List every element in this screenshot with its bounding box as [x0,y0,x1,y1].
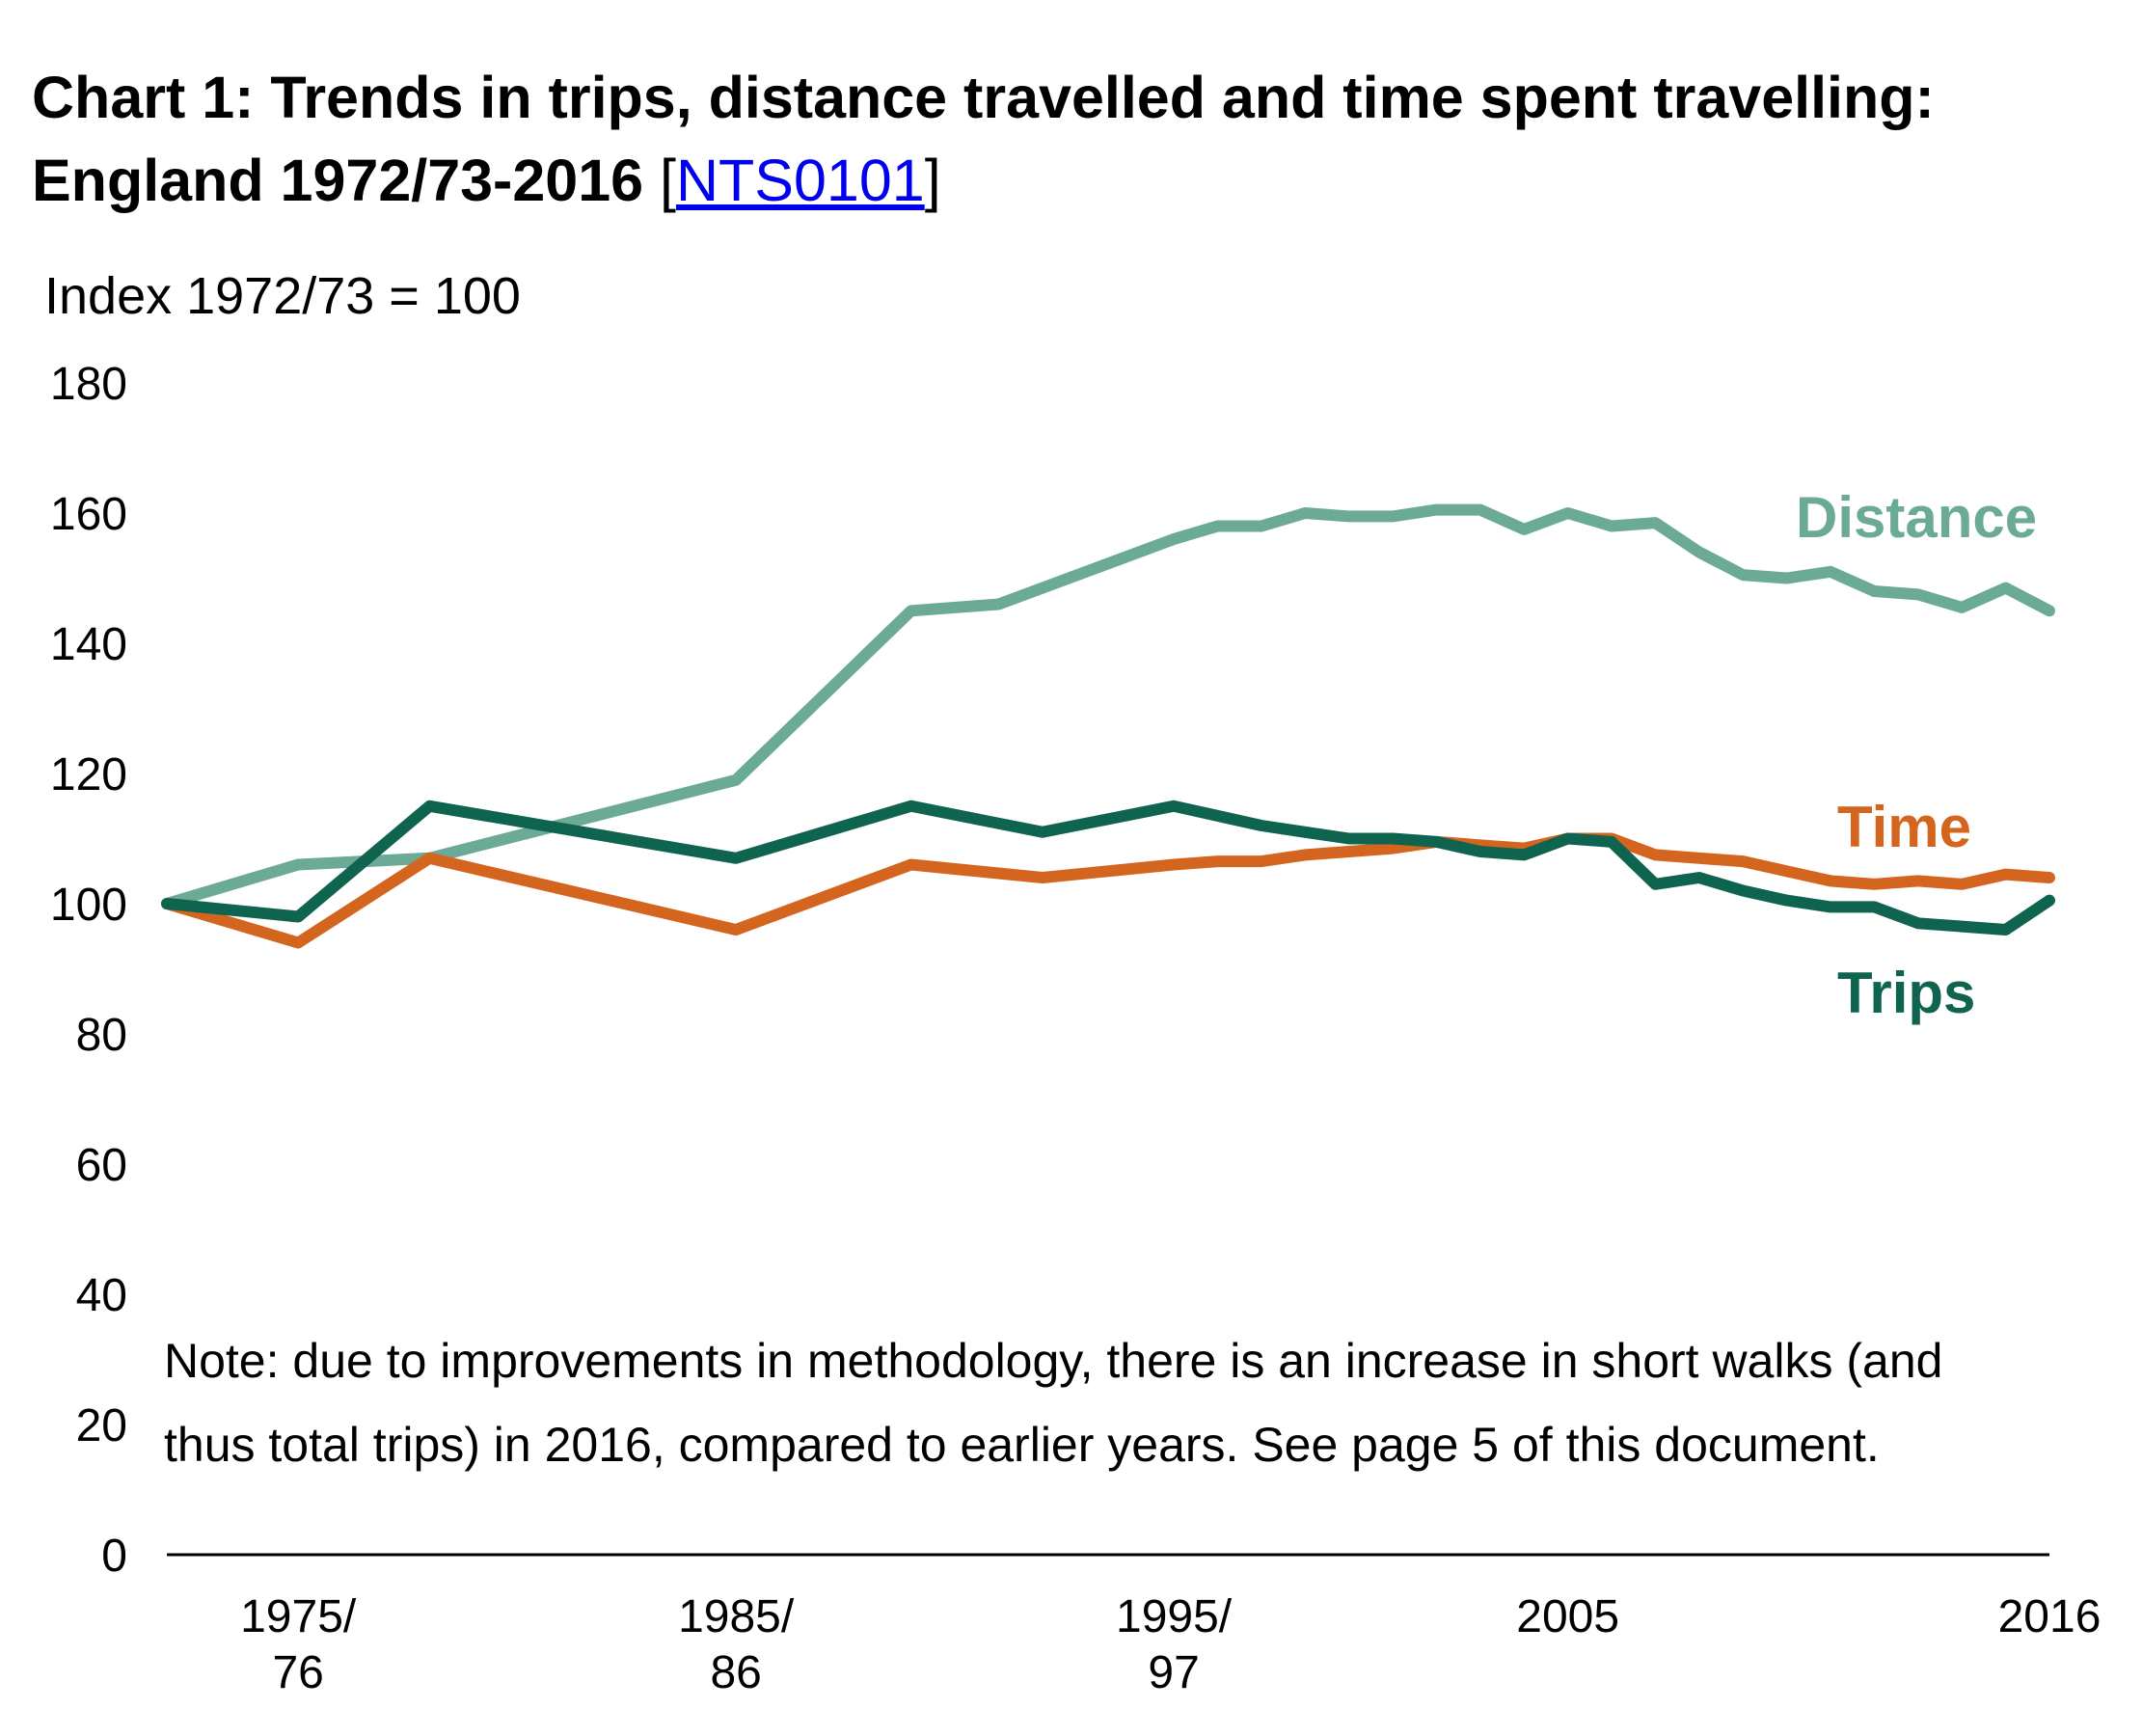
series-line-trips [161,800,2055,936]
link-bracket-open: [ [660,148,676,213]
y-tick-label: 100 [50,880,127,931]
note-line-1: Note: due to improvements in methodology… [164,1334,1942,1388]
y-axis-ticks: 0 20 40 60 80 100 120 140 160 180 [50,359,127,1582]
series-lines [161,503,2055,949]
y-tick-label: 0 [101,1531,127,1582]
x-tick-label-line: 76 [272,1647,323,1698]
chart-title: Chart 1: Trends in trips, distance trave… [32,56,2125,222]
x-tick-label: 1985/86 [678,1591,795,1698]
y-tick-label: 160 [50,489,127,540]
x-axis-ticks: 1975/76 1985/86 1995/97 2005 2016 [240,1591,2101,1698]
y-tick-label: 80 [76,1010,127,1061]
x-tick-label-line: 2005 [1516,1591,1619,1642]
x-tick-label: 2016 [1998,1591,2101,1642]
x-tick-label-line: 2016 [1998,1591,2101,1642]
x-tick-label-line: 1975/ [240,1591,357,1642]
x-tick-label-line: 1985/ [678,1591,795,1642]
y-tick-label: 60 [76,1140,127,1191]
note-line-2: thus total trips) in 2016, compared to e… [164,1418,1880,1472]
x-tick-label-line: 86 [710,1647,761,1698]
y-tick-label: 20 [76,1400,127,1451]
y-axis-unit-label: Index 1972/73 = 100 [44,267,521,325]
chart-title-text: Chart 1: Trends in trips, distance trave… [32,65,1935,213]
link-bracket-close: ] [924,148,941,213]
x-tick-label-line: 97 [1148,1647,1199,1698]
y-tick-label: 120 [50,749,127,800]
x-tick-label: 1975/76 [240,1591,357,1698]
series-line-distance [161,503,2055,909]
y-tick-label: 180 [50,359,127,410]
x-tick-label-line: 1995/ [1116,1591,1233,1642]
series-line-time [161,832,2055,949]
nts0101-link[interactable]: NTS0101 [675,148,925,213]
y-tick-label: 40 [76,1270,127,1321]
x-tick-label: 1995/97 [1116,1591,1233,1698]
series-label-trips: Trips [1837,961,1975,1025]
y-tick-label: 140 [50,619,127,670]
series-label-time: Time [1837,795,1971,859]
x-tick-label: 2005 [1516,1591,1619,1642]
series-label-distance: Distance [1796,485,2037,550]
